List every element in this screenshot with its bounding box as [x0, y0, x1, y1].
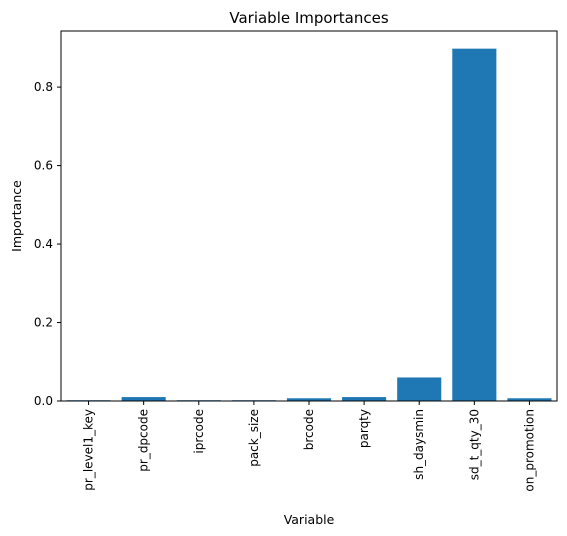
x-tick-label: pr_dpcode — [137, 409, 151, 472]
y-axis-label: Importance — [9, 180, 24, 252]
bar-brcode — [286, 398, 332, 401]
x-tick-label: on_promotion — [522, 409, 536, 492]
y-tick-label: 0.4 — [34, 237, 53, 251]
x-tick-label: sd_t_qty_30 — [467, 409, 481, 480]
x-tick-label: sh_daysmin — [412, 409, 426, 480]
plot-frame — [60, 30, 558, 402]
bar-pr-dpcode — [121, 397, 166, 401]
y-tick-label: 0.2 — [34, 316, 53, 330]
bar-parqty — [342, 397, 387, 401]
chart-title: Variable Importances — [229, 9, 388, 27]
x-tick-label: pack_size — [247, 409, 261, 467]
x-axis: pr_level1_key pr_dpcode iprcode pack_size br… — [82, 401, 536, 492]
x-tick-label: iprcode — [192, 409, 206, 454]
y-tick-label: 0.0 — [34, 394, 53, 408]
bars-group — [66, 48, 552, 402]
y-tick-label: 0.8 — [34, 80, 53, 94]
x-tick-label: pr_level1_key — [82, 409, 96, 491]
y-axis: 0.0 0.2 0.4 0.6 0.8 — [34, 80, 61, 408]
x-tick-label: brcode — [302, 409, 316, 450]
bar-sh-daysmin — [397, 377, 442, 401]
x-tick-label: parqty — [357, 409, 371, 448]
bar-on-promotion — [507, 398, 552, 401]
bar-sd-t-qty-30 — [452, 48, 497, 402]
y-tick-label: 0.6 — [34, 159, 53, 173]
x-axis-label: Variable — [284, 512, 335, 527]
